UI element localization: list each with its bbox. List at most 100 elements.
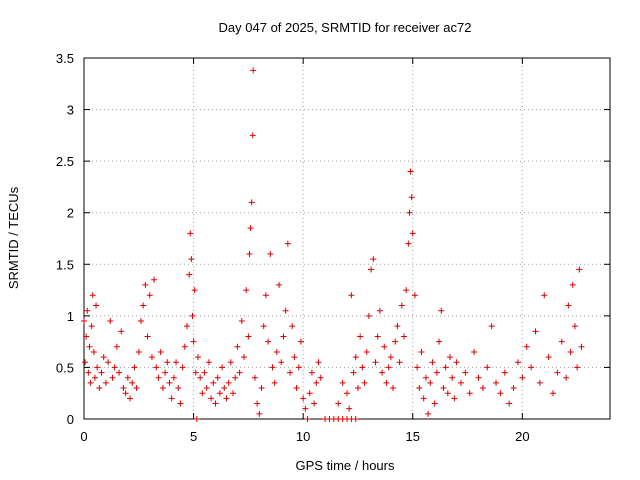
data-point [414,364,421,371]
data-point [246,250,253,257]
data-point [89,292,96,299]
data-point [87,379,94,386]
y-tick-label: 0.5 [56,360,74,375]
data-point [554,369,561,376]
data-point [308,369,315,376]
data-point [390,385,397,392]
data-point [205,359,212,366]
data-point [267,250,274,257]
data-point [352,416,359,422]
x-tick-label: 15 [406,429,420,444]
data-point [440,385,447,392]
data-point [81,318,87,325]
data-point [129,379,136,386]
data-point [392,338,399,345]
data-point [93,302,100,309]
data-point [444,390,451,397]
data-point [370,256,377,263]
data-point [127,395,134,402]
data-point [256,410,263,417]
data-point [225,379,232,386]
data-point [83,333,90,340]
data-point [278,359,285,366]
grid-lines [84,58,610,419]
data-point [86,343,93,350]
data-point [249,132,256,139]
data-points [81,67,585,422]
data-point [387,354,394,361]
data-point [497,390,504,397]
data-point [262,292,269,299]
data-point [510,385,517,392]
data-point [100,354,107,361]
data-point [236,369,243,376]
data-point [248,199,255,206]
data-point [394,323,401,330]
data-point [192,369,199,376]
data-point [372,359,379,366]
y-tick-label: 1 [67,309,74,324]
data-point [212,400,219,407]
data-point [396,359,403,366]
data-point [120,385,127,392]
data-point [558,338,565,345]
data-point [346,405,353,412]
data-point [91,374,98,381]
data-point [96,385,103,392]
data-point [197,374,204,381]
data-point [189,312,196,319]
data-point [148,354,155,361]
data-point [431,400,438,407]
data-point [471,348,478,355]
data-point [216,390,223,397]
data-point [166,379,173,386]
data-point [416,385,423,392]
data-point [181,343,188,350]
data-point [144,333,151,340]
data-point [475,374,482,381]
data-point [284,240,291,247]
data-point [84,307,91,314]
data-point [188,256,195,263]
data-point [433,369,440,376]
data-point [227,359,234,366]
data-point [258,385,265,392]
data-point [186,271,193,278]
y-tick-label: 1.5 [56,257,74,272]
data-point [118,328,125,335]
data-point [291,354,298,361]
data-point [563,374,570,381]
data-point [449,374,456,381]
data-point [230,390,237,397]
data-point [276,281,283,288]
data-point [265,338,272,345]
x-tick-label: 20 [515,429,529,444]
data-point [567,348,574,355]
data-point [429,359,436,366]
data-point [451,395,458,402]
data-point [536,379,543,386]
data-point [300,395,307,402]
data-point [146,292,153,299]
data-point [295,364,302,371]
data-point [574,364,581,371]
data-point [250,67,257,74]
data-point [102,379,109,386]
data-point [193,416,200,422]
data-point [201,369,208,376]
data-point [105,359,112,366]
data-point [175,385,182,392]
data-point [131,364,138,371]
data-point [162,369,169,376]
data-point [528,364,535,371]
data-point [203,385,210,392]
data-point [532,328,539,335]
data-point [194,354,201,361]
data-point [361,379,368,386]
x-tick-label: 10 [296,429,310,444]
data-point [116,369,123,376]
data-point [453,359,460,366]
data-point [251,374,258,381]
data-point [173,359,180,366]
